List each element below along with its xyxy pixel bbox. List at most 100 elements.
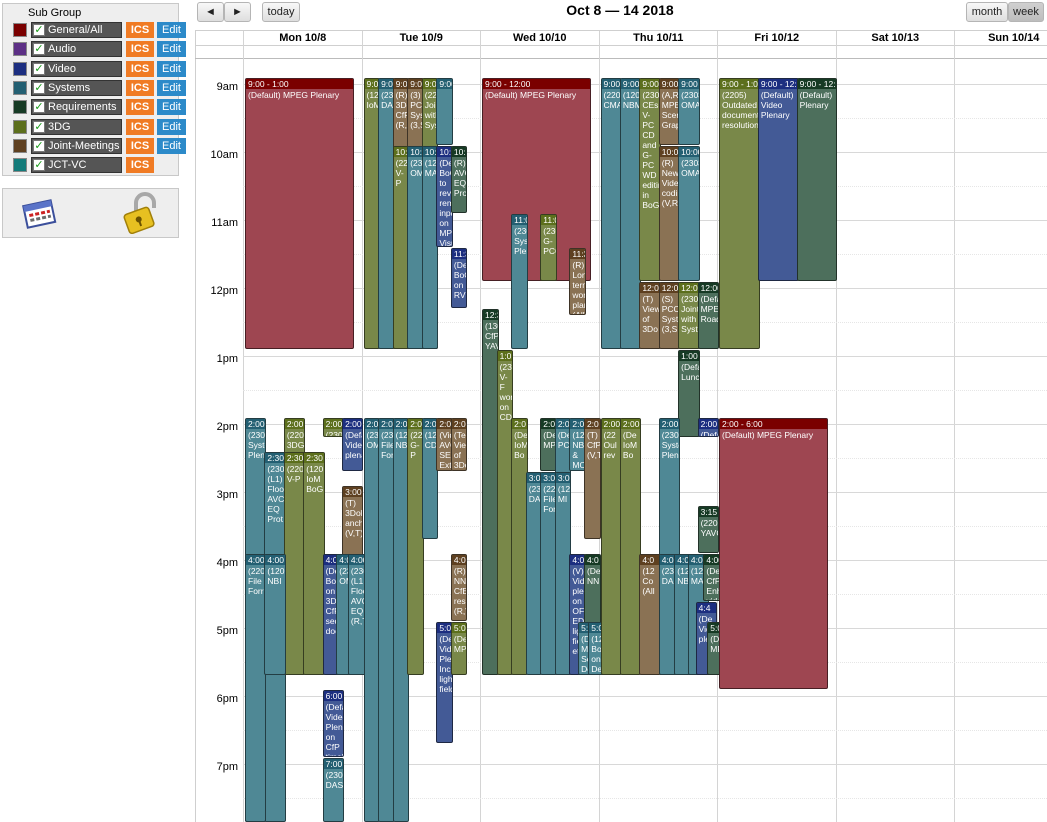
edit-button[interactable]: Edit	[157, 41, 186, 58]
calendar-event[interactable]: 12:0 (T) View of 3Do	[639, 282, 661, 349]
ics-export-button[interactable]: ICS	[126, 79, 154, 96]
checkbox-icon[interactable]: ✓	[33, 24, 45, 36]
ics-export-button[interactable]: ICS	[126, 118, 154, 135]
calendar-event[interactable]: 9:00 (220 CMA	[600, 78, 622, 349]
calendar-event[interactable]: 10:00(R) New Video codin (V,R,T	[658, 146, 681, 281]
calendar-event[interactable]: 2:00(220 G-P	[407, 418, 424, 676]
checkbox-icon[interactable]: ✓	[33, 120, 45, 133]
calendar-event[interactable]: 11:00 -(2303) System Plenar	[511, 214, 528, 349]
calendar-event[interactable]: 2:00 -(Defa Video	[697, 418, 719, 438]
ics-export-button[interactable]: ICS	[126, 41, 154, 58]
calendar-event[interactable]: 4:00 (220 File Forr	[245, 554, 267, 822]
lock-icon[interactable]	[118, 192, 164, 234]
calendar-event[interactable]: 9:00 - 1:00 (2205) Outdated documents res…	[719, 78, 760, 349]
half-hour-line	[243, 526, 1047, 527]
event-title: (R) 3Do CfP (R,V	[395, 90, 410, 130]
calendar-event[interactable]: 9:00 - 12:0 (Default) Video Plenary	[757, 78, 799, 281]
calendar-event[interactable]: 12:0 (S) PCC Syst (3,S	[658, 282, 681, 349]
calendar-event[interactable]: 2:00 (De IoM Bo	[619, 418, 642, 676]
checkbox-icon[interactable]: ✓	[33, 81, 45, 94]
ics-export-button[interactable]: ICS	[126, 157, 154, 174]
edit-button[interactable]: Edit	[157, 22, 186, 38]
calendar-event[interactable]: 2:00(De MP	[540, 418, 557, 472]
calendar-event[interactable]: 3:15 - 4(2205) YAVC	[697, 506, 719, 553]
week-view-button[interactable]: week	[1008, 2, 1044, 22]
edit-button[interactable]: Edit	[157, 118, 186, 135]
calendar-event[interactable]: 10:0(120 MA	[421, 146, 439, 349]
subgroup-toggle[interactable]: ✓ General/All	[31, 22, 122, 38]
subgroup-toggle[interactable]: ✓ Systems	[31, 79, 122, 96]
calendar-event[interactable]: 12:00(Defa MPE Road	[697, 282, 719, 349]
ics-export-button[interactable]: ICS	[126, 137, 154, 154]
calendar-event[interactable]: 9:00	[436, 78, 453, 145]
calendar-event[interactable]: 2:00 (22 Oul rev	[600, 418, 622, 676]
calendar-event[interactable]: 2:00(Vid AVC SEI Exte (VC	[436, 418, 453, 472]
half-hour-line	[243, 390, 1047, 391]
calendar-event[interactable]: 9:00 - 12:0 (Default) Plenary	[796, 78, 838, 281]
calendar-event[interactable]: 9:00 -(2303 CEs, V-PC CD and G-PC WD edi…	[639, 78, 661, 281]
calendar-event[interactable]: 11:30(Defa BoG on RVS	[450, 248, 468, 309]
subgroup-color-swatch	[13, 61, 27, 76]
calendar-event[interactable]: 2:0(T) CfP (V,T	[583, 418, 601, 540]
today-button[interactable]: today	[262, 2, 300, 22]
subgroup-toggle[interactable]: ✓ Joint-Meetings	[31, 137, 122, 154]
month-view-button[interactable]: month	[966, 2, 1008, 22]
subgroup-toggle[interactable]: ✓ 3DG	[31, 118, 122, 135]
prev-week-button[interactable]: ◄	[197, 2, 224, 22]
ics-export-button[interactable]: ICS	[126, 99, 154, 116]
calendar-event[interactable]: 2:00(12 NBI & MO	[569, 418, 586, 472]
calendar-event[interactable]: 5:00(Defa MPE	[450, 622, 468, 676]
calendar-event[interactable]: 9:00 - 12:00 (Default) MPEG Plenary	[482, 78, 591, 281]
calendar-event[interactable]: 2:00 - 6:00 (Default) MPEG Plenary	[719, 418, 828, 689]
calendar-event[interactable]: 4:0 (12 Co (All	[639, 554, 661, 676]
calendar-event[interactable]: 10:0(Defa BoG to revi rem inpu on MP Vis…	[436, 146, 453, 247]
calendar-event[interactable]: 4:00 (120 NBI	[264, 554, 286, 676]
all-day-row[interactable]	[195, 45, 1047, 59]
calendar-event[interactable]: 1:00 -(Defa Lunch	[678, 350, 700, 438]
subgroup-toggle[interactable]: ✓ Audio	[31, 41, 122, 58]
checkbox-icon[interactable]: ✓	[33, 159, 45, 172]
calendar-event[interactable]: 2:0 (De IoM Bo	[511, 418, 528, 676]
calendar-event[interactable]: 11:00 -(2303) G-PCC	[540, 214, 557, 281]
checkbox-icon[interactable]: ✓	[33, 62, 45, 75]
calendar-event[interactable]: 9:00 -(A,R MPE Scen Graph	[658, 78, 681, 145]
calendar-event[interactable]: 2:00(230 Flo	[322, 418, 345, 438]
checkbox-icon[interactable]: ✓	[33, 101, 45, 114]
calendar-event[interactable]: 11:30 -(R) Long term work plan (All)	[569, 248, 586, 315]
calendar-event[interactable]: 9:00 -(2303 OMA	[678, 78, 700, 145]
calendar-event[interactable]: 2:30 (220 V-P	[283, 452, 306, 676]
calendar-event[interactable]: 2:00 -(Defa Video plena	[342, 418, 364, 472]
event-title: (12 NB	[677, 566, 690, 586]
calendar-event[interactable]: 4:00 -(R) NNC CfE result (R,V)	[450, 554, 468, 621]
calendar-event[interactable]: 12:0(230 Joint with Syste	[678, 282, 700, 349]
subgroup-toggle[interactable]: ✓ Video	[31, 60, 122, 77]
calendar-icon[interactable]	[21, 197, 57, 229]
checkbox-icon[interactable]: ✓	[33, 43, 45, 56]
calendar-event[interactable]: 9:00 (120 NBM	[619, 78, 642, 349]
event-title: (220 V-P	[395, 158, 409, 188]
calendar-event[interactable]: 7:00 - 8:00(2303) DASH	[322, 758, 345, 822]
edit-button[interactable]: Edit	[157, 99, 186, 116]
next-week-button[interactable]: ►	[224, 2, 251, 22]
ics-export-button[interactable]: ICS	[126, 22, 154, 38]
edit-button[interactable]: Edit	[157, 137, 186, 154]
subgroup-toggle[interactable]: ✓ JCT-VC	[31, 157, 122, 174]
ics-export-button[interactable]: ICS	[126, 60, 154, 77]
subgroup-toggle[interactable]: ✓ Requirements	[31, 99, 122, 116]
calendar-event[interactable]: 5:00(Defa Video Plena Inclu light field	[436, 622, 453, 744]
edit-button[interactable]: Edit	[157, 79, 186, 96]
event-time: 3:00 -	[343, 487, 363, 497]
calendar-event[interactable]: 2:00(120 CD	[421, 418, 439, 540]
calendar-event[interactable]: 9:00 - 1:00 (Default) MPEG Plenary	[245, 78, 354, 349]
calendar-event[interactable]: 6:00 - 7:00(Default) Video Plenary on Cf…	[322, 690, 345, 757]
calendar-event[interactable]: 2:00(Test View of 3Do anch	[450, 418, 468, 472]
event-title: (Defa MPE Road	[700, 294, 719, 324]
event-title: (De IoM Bo	[622, 430, 638, 460]
calendar-event[interactable]: 10:0(R) AVC EQ Prot	[450, 146, 468, 213]
calendar-event[interactable]: 10:00(2303 OMA	[678, 146, 700, 281]
calendar-event[interactable]: 2:30 (120 IoM BoG	[303, 452, 325, 676]
event-time: 2:00	[451, 419, 467, 429]
edit-button[interactable]: Edit	[157, 60, 186, 77]
time-label: 12pm	[210, 285, 238, 297]
checkbox-icon[interactable]: ✓	[33, 139, 45, 152]
